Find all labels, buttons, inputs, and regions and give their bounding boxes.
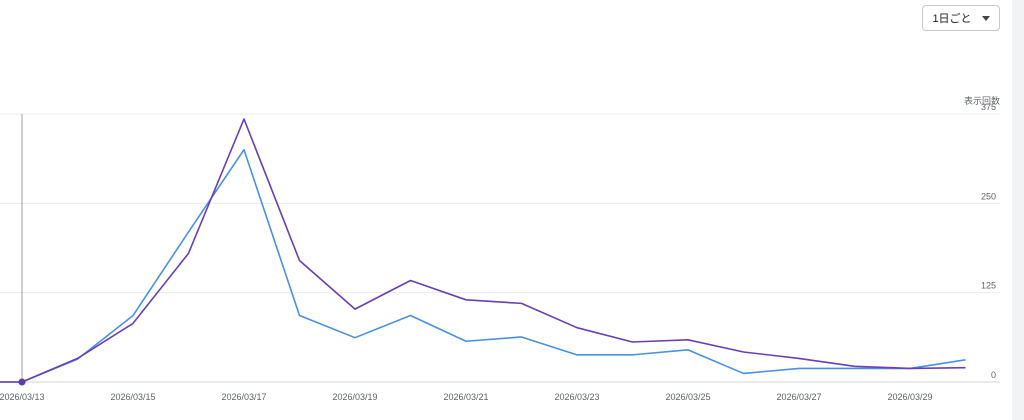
y-tick-label: 375 xyxy=(981,102,996,112)
y-tick-label: 250 xyxy=(981,191,996,201)
x-tick-label: 2026/03/17 xyxy=(221,392,266,402)
series-line-2 xyxy=(0,148,966,383)
x-tick-label: 2026/03/19 xyxy=(332,392,377,402)
x-tick-label: 2026/03/15 xyxy=(110,392,155,402)
y-tick-layer: 0 125 250 375 xyxy=(981,102,996,380)
y-axis-label: 表示回数 xyxy=(964,95,1000,106)
grid-layer xyxy=(0,113,1000,383)
series-layer xyxy=(0,118,966,386)
chevron-down-icon xyxy=(981,15,990,21)
hover-point-marker xyxy=(18,378,26,386)
x-tick-label: 2026/03/13 xyxy=(0,392,45,402)
y-tick-label: 0 xyxy=(991,370,996,380)
interval-dropdown[interactable]: 1日ごと xyxy=(922,5,1000,31)
x-tick-layer: 2026/03/13 2026/03/15 2026/03/17 2026/03/19… xyxy=(0,392,933,402)
x-tick-label: 2026/03/21 xyxy=(443,392,488,402)
x-tick-label: 2026/03/25 xyxy=(665,392,710,402)
series-line-1 xyxy=(0,118,966,383)
x-tick-label: 2026/03/29 xyxy=(887,392,932,402)
scrollbar-track[interactable] xyxy=(1012,0,1024,420)
x-tick-label: 2026/03/23 xyxy=(554,392,599,402)
y-tick-label: 125 xyxy=(981,281,996,291)
interval-dropdown-label: 1日ごと xyxy=(932,13,972,25)
x-tick-label: 2026/03/27 xyxy=(776,392,821,402)
